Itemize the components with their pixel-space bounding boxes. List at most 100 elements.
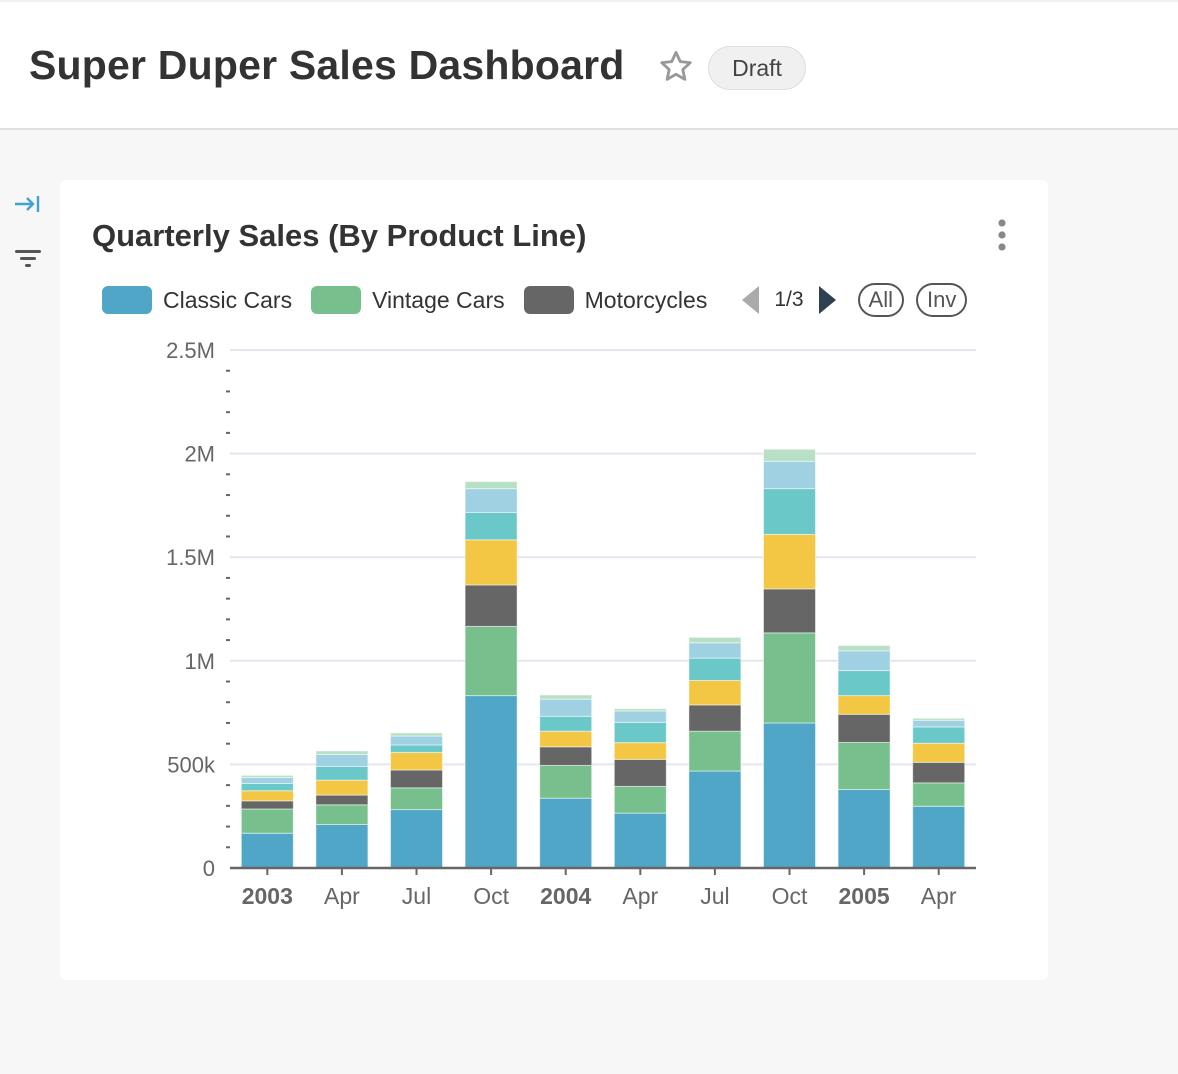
bar-segment	[763, 533, 816, 590]
x-tick-label: Apr	[324, 883, 360, 909]
legend-item-motorcycles[interactable]: Motorcycles	[523, 286, 708, 314]
bar-segment	[613, 721, 667, 744]
bar-segment	[315, 765, 369, 781]
x-tick-label: Oct	[772, 883, 808, 909]
bar-segment	[390, 769, 443, 789]
bar-segment	[837, 670, 891, 697]
bar-segment	[912, 782, 966, 807]
bar-segment	[240, 776, 294, 784]
bar-segment	[539, 698, 593, 717]
bar-segment	[688, 770, 742, 869]
bar-segment	[688, 636, 742, 644]
x-tick-label: 2004	[540, 883, 591, 909]
bar-segment	[464, 539, 518, 586]
bar-segment	[837, 741, 891, 790]
bar-segment	[464, 695, 518, 869]
y-tick-label: 0	[203, 856, 215, 881]
bar-segment	[240, 782, 294, 792]
bar-segment	[315, 779, 369, 796]
x-tick-label: Oct	[473, 883, 509, 909]
x-tick-label: Jul	[700, 883, 729, 909]
legend-item-vintage-cars[interactable]: Vintage Cars	[311, 286, 505, 314]
page-title: Super Duper Sales Dashboard	[29, 42, 625, 88]
bar-segment	[315, 753, 369, 767]
legend-invert-button[interactable]: Inv	[915, 283, 968, 317]
expand-panel-icon[interactable]	[12, 188, 44, 220]
bar-segment	[390, 751, 443, 771]
x-tick-label: 2003	[242, 883, 293, 909]
bar-segment	[390, 732, 443, 737]
bar-segment	[464, 488, 518, 513]
bar-segment	[390, 744, 443, 753]
bar-segment	[613, 758, 667, 787]
legend-label: Vintage Cars	[372, 286, 505, 313]
bar-segment	[688, 704, 742, 732]
bar-segment	[763, 488, 816, 535]
bar-segment	[837, 788, 891, 869]
x-tick-label: Apr	[622, 883, 658, 909]
prev-page-icon[interactable]	[740, 285, 760, 315]
bar-segment	[613, 708, 667, 712]
bar-segment	[390, 735, 443, 746]
bar-segment	[763, 460, 816, 490]
kebab-menu-icon[interactable]	[992, 218, 1012, 254]
bar-segment	[763, 588, 816, 634]
legend-label: Classic Cars	[163, 286, 293, 313]
bar-segment	[240, 808, 294, 834]
dashboard-header: Super Duper Sales Dashboard Draft	[0, 0, 1178, 130]
bar-segment	[240, 774, 294, 778]
bar-segment	[315, 794, 369, 806]
bar-segment	[837, 713, 891, 743]
bar-segment	[315, 804, 369, 825]
bar-segment	[837, 650, 891, 672]
bar-segment	[837, 644, 891, 652]
bar-segment	[688, 730, 742, 772]
legend-swatch	[311, 286, 362, 314]
bar-segment	[912, 742, 966, 763]
bar-segment	[763, 632, 816, 724]
bar-segment	[613, 812, 667, 869]
star-outline-icon[interactable]	[657, 48, 695, 86]
bar-segment	[315, 823, 369, 869]
bar-segment	[837, 695, 891, 715]
bar-segment	[240, 800, 294, 810]
legend-item-classic-cars[interactable]: Classic Cars	[102, 286, 292, 314]
bar-segment	[613, 742, 667, 760]
bar-segment	[688, 642, 742, 659]
bar-segment	[763, 448, 816, 462]
filter-icon[interactable]	[12, 244, 44, 276]
y-tick-label: 1.5M	[166, 545, 215, 570]
bar-segment	[240, 790, 294, 802]
bar-segment	[688, 679, 742, 706]
legend-page-indicator: 1/3	[774, 288, 804, 311]
bar-segment	[464, 625, 518, 697]
bar-segment	[240, 832, 294, 869]
y-tick-label: 2M	[184, 442, 215, 467]
bar-segment	[912, 719, 966, 728]
x-tick-label: 2005	[839, 883, 890, 909]
chart-card: Quarterly Sales (By Product Line) Classi…	[60, 180, 1048, 980]
chart-legend: Classic Cars Vintage Cars Motorcycles 1/…	[102, 282, 968, 318]
bar-segment	[539, 764, 593, 799]
bar-segment	[912, 717, 966, 721]
bar-segment	[613, 785, 667, 814]
bar-segment	[613, 710, 667, 723]
bar-segment	[539, 746, 593, 766]
legend-swatch	[102, 286, 152, 314]
bar-segment	[912, 761, 966, 784]
bar-segment	[464, 511, 518, 541]
next-page-icon[interactable]	[818, 285, 838, 315]
bar-segment	[315, 750, 369, 755]
bar-segment	[464, 584, 518, 627]
chart-title: Quarterly Sales (By Product Line)	[92, 218, 587, 253]
y-tick-label: 2.5M	[166, 338, 215, 363]
bar-segment	[464, 481, 518, 490]
legend-swatch	[523, 286, 574, 314]
bar-segment	[390, 809, 443, 869]
legend-label: Motorcycles	[584, 286, 708, 313]
stacked-bar-chart: 0 500k 1M 1.5M 2M 2.5M 2003 Apr Jul Oct 2004 Apr Jul…	[166, 338, 976, 909]
bar-segment	[390, 787, 443, 811]
bar-segment	[539, 797, 593, 869]
bar-segment	[539, 715, 593, 732]
legend-select-all-button[interactable]: All	[857, 283, 904, 317]
